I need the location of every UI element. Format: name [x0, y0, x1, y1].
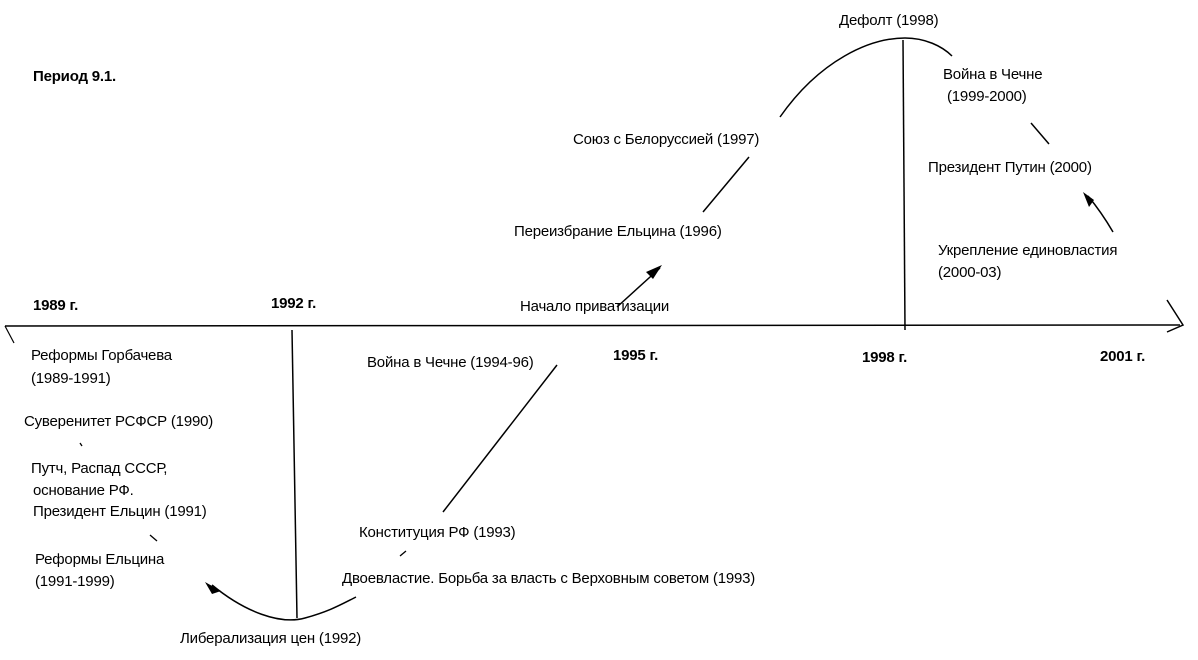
event-gorbachev-reforms: Реформы Горбачева [31, 347, 172, 364]
year-label-1992: 1992 г. [271, 295, 317, 312]
event-yeltsin-reforms-years: (1991-1999) [35, 573, 115, 590]
trend-line-rise-3 [702, 156, 750, 213]
trend-arrow-fall [1083, 192, 1094, 207]
event-power-consolidation-years: (2000-03) [938, 264, 1002, 281]
period-title: Период 9.1. [33, 68, 116, 85]
event-privatization: Начало приватизации [520, 298, 670, 315]
event-chechnya-war-1: Война в Чечне (1994-96) [367, 354, 534, 371]
event-putsch-line1: Путч, Распад СССР, [31, 460, 168, 477]
event-gorbachev-years: (1989-1991) [31, 370, 111, 387]
event-putsch-line2: основание РФ. [33, 482, 134, 499]
time-axis [4, 324, 1181, 327]
trend-dash-3 [149, 534, 158, 542]
event-default: Дефолт (1998) [839, 12, 939, 29]
year-label-1995: 1995 г. [613, 347, 659, 364]
event-liberalization: Либерализация цен (1992) [180, 630, 362, 647]
event-president-yeltsin: Президент Ельцин (1991) [33, 503, 207, 520]
trend-curve-bottom [211, 584, 357, 621]
event-sovereignty: Суверенитет РСФСР (1990) [24, 413, 214, 430]
marker-1998 [902, 39, 906, 331]
event-president-putin: Президент Путин (2000) [928, 159, 1092, 176]
event-yeltsin-reelection: Переизбрание Ельцина (1996) [514, 223, 722, 240]
trend-line-fall-1 [1030, 122, 1050, 145]
marker-1992 [291, 329, 298, 619]
event-power-consolidation: Укрепление единовластия [938, 242, 1118, 259]
event-chechnya-war-2-years: (1999-2000) [947, 88, 1027, 105]
year-label-1989: 1989 г. [33, 297, 79, 314]
trend-line-rise-1 [442, 364, 558, 513]
year-label-1998: 1998 г. [862, 349, 908, 366]
year-label-2001: 2001 г. [1100, 348, 1146, 365]
event-dual-power: Двоевластие. Борьба за власть с Верховны… [342, 570, 756, 587]
event-yeltsin-reforms: Реформы Ельцина [35, 551, 165, 568]
trend-arrow-bottom [205, 582, 221, 594]
axis-left-tick [4, 325, 15, 344]
trend-dash-1 [399, 550, 407, 557]
trend-curve-peak [779, 37, 953, 118]
event-belarus-union: Союз с Белоруссией (1997) [573, 131, 760, 148]
trend-arrow-rise [646, 265, 662, 279]
trend-dash-2 [79, 442, 83, 447]
event-chechnya-war-2: Война в Чечне [943, 66, 1043, 83]
event-constitution: Конституция РФ (1993) [359, 524, 516, 541]
axis-arrowhead [1166, 299, 1185, 333]
